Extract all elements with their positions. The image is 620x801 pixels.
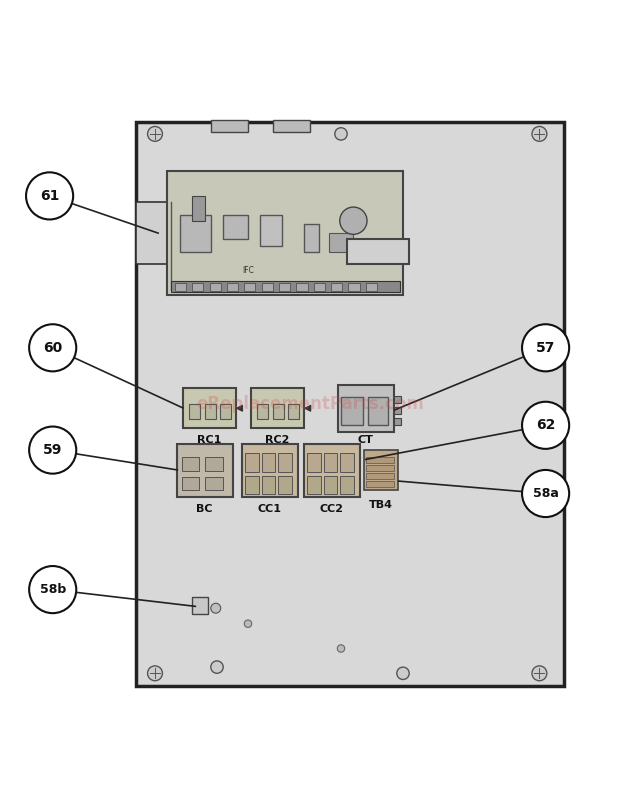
- FancyBboxPatch shape: [223, 215, 248, 239]
- FancyBboxPatch shape: [366, 457, 394, 463]
- FancyBboxPatch shape: [205, 477, 223, 490]
- FancyBboxPatch shape: [331, 284, 342, 291]
- Circle shape: [29, 566, 76, 613]
- FancyBboxPatch shape: [394, 396, 401, 403]
- FancyBboxPatch shape: [366, 465, 394, 471]
- FancyBboxPatch shape: [251, 388, 304, 429]
- FancyBboxPatch shape: [324, 453, 337, 472]
- FancyBboxPatch shape: [262, 453, 275, 472]
- Text: eReplacementParts.com: eReplacementParts.com: [196, 395, 424, 413]
- FancyBboxPatch shape: [245, 453, 259, 472]
- FancyBboxPatch shape: [278, 476, 292, 493]
- FancyBboxPatch shape: [329, 233, 353, 252]
- FancyBboxPatch shape: [341, 397, 363, 425]
- FancyBboxPatch shape: [394, 418, 401, 425]
- FancyBboxPatch shape: [262, 476, 275, 493]
- Text: 58b: 58b: [40, 583, 66, 596]
- Circle shape: [397, 667, 409, 679]
- Circle shape: [148, 127, 162, 141]
- FancyBboxPatch shape: [324, 476, 337, 493]
- Circle shape: [522, 324, 569, 372]
- Text: BC: BC: [197, 504, 213, 514]
- FancyBboxPatch shape: [296, 284, 308, 291]
- FancyBboxPatch shape: [220, 404, 231, 419]
- FancyBboxPatch shape: [192, 196, 205, 221]
- Circle shape: [337, 645, 345, 652]
- FancyBboxPatch shape: [136, 122, 564, 686]
- FancyBboxPatch shape: [257, 404, 268, 419]
- FancyBboxPatch shape: [182, 457, 199, 470]
- Text: 57: 57: [536, 340, 556, 355]
- Text: CC2: CC2: [320, 504, 343, 514]
- FancyBboxPatch shape: [260, 215, 282, 245]
- Text: 60: 60: [43, 340, 63, 355]
- Text: IFC: IFC: [242, 266, 254, 275]
- FancyBboxPatch shape: [244, 284, 255, 291]
- FancyBboxPatch shape: [177, 444, 232, 497]
- FancyBboxPatch shape: [338, 385, 394, 432]
- FancyBboxPatch shape: [175, 284, 186, 291]
- FancyBboxPatch shape: [368, 397, 388, 425]
- Circle shape: [29, 324, 76, 372]
- FancyBboxPatch shape: [366, 284, 377, 291]
- Text: 62: 62: [536, 418, 556, 433]
- FancyBboxPatch shape: [245, 476, 259, 493]
- FancyBboxPatch shape: [273, 404, 284, 419]
- Circle shape: [340, 207, 367, 235]
- FancyBboxPatch shape: [304, 223, 319, 252]
- FancyBboxPatch shape: [273, 119, 310, 132]
- FancyBboxPatch shape: [307, 476, 321, 493]
- Text: CC1: CC1: [258, 504, 281, 514]
- FancyBboxPatch shape: [262, 284, 273, 291]
- Text: 59: 59: [43, 443, 63, 457]
- FancyBboxPatch shape: [180, 215, 211, 252]
- Text: 58a: 58a: [533, 487, 559, 500]
- Circle shape: [26, 172, 73, 219]
- FancyBboxPatch shape: [366, 473, 394, 479]
- Circle shape: [211, 661, 223, 674]
- FancyBboxPatch shape: [348, 284, 360, 291]
- FancyBboxPatch shape: [167, 171, 403, 295]
- FancyBboxPatch shape: [211, 119, 248, 132]
- Text: 61: 61: [40, 189, 60, 203]
- Circle shape: [29, 427, 76, 473]
- FancyBboxPatch shape: [205, 404, 216, 419]
- FancyBboxPatch shape: [205, 457, 223, 470]
- FancyBboxPatch shape: [242, 444, 298, 497]
- FancyBboxPatch shape: [278, 453, 292, 472]
- FancyBboxPatch shape: [340, 476, 354, 493]
- FancyBboxPatch shape: [227, 284, 238, 291]
- FancyBboxPatch shape: [366, 481, 394, 487]
- FancyBboxPatch shape: [182, 477, 199, 490]
- FancyBboxPatch shape: [288, 404, 299, 419]
- FancyBboxPatch shape: [304, 444, 360, 497]
- Circle shape: [211, 603, 221, 613]
- Circle shape: [335, 127, 347, 140]
- Circle shape: [244, 620, 252, 627]
- Text: RC1: RC1: [197, 435, 221, 445]
- FancyBboxPatch shape: [394, 407, 401, 414]
- FancyBboxPatch shape: [340, 453, 354, 472]
- FancyBboxPatch shape: [136, 202, 167, 264]
- Text: CT: CT: [358, 435, 374, 445]
- FancyBboxPatch shape: [183, 388, 236, 429]
- Circle shape: [148, 666, 162, 681]
- FancyBboxPatch shape: [314, 284, 325, 291]
- FancyBboxPatch shape: [347, 239, 409, 264]
- Circle shape: [532, 666, 547, 681]
- FancyBboxPatch shape: [210, 284, 221, 291]
- Text: TB4: TB4: [369, 500, 392, 509]
- FancyBboxPatch shape: [279, 284, 290, 291]
- FancyBboxPatch shape: [192, 597, 208, 614]
- FancyBboxPatch shape: [364, 450, 398, 490]
- FancyBboxPatch shape: [307, 453, 321, 472]
- FancyBboxPatch shape: [189, 404, 200, 419]
- Text: RC2: RC2: [265, 435, 290, 445]
- Circle shape: [522, 402, 569, 449]
- Circle shape: [532, 127, 547, 141]
- FancyBboxPatch shape: [170, 281, 400, 292]
- FancyBboxPatch shape: [192, 284, 203, 291]
- Circle shape: [522, 470, 569, 517]
